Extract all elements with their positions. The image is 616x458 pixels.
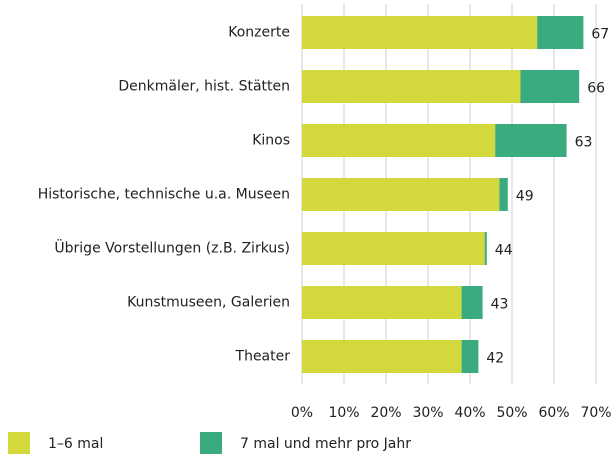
legend-swatch [200,432,222,454]
bar-segment [302,286,462,319]
bar-segment [520,70,580,103]
bar-segment [302,232,485,265]
category-label: Kinos [252,133,290,149]
x-tick-label: 70% [580,405,611,421]
bar-segment [302,16,538,49]
category-label: Konzerte [228,25,290,41]
x-tick-label: 30% [412,405,443,421]
total-label: 43 [491,297,509,313]
legend-label: 7 mal und mehr pro Jahr [240,436,411,452]
bar-segment [461,340,479,373]
legend-label: 1–6 mal [48,436,103,452]
bar-segment [537,16,584,49]
x-tick-label: 60% [538,405,569,421]
x-tick-label: 0% [291,405,313,421]
bar-segment [499,178,508,211]
bar-segment [302,340,462,373]
bar-segment [302,70,521,103]
total-label: 44 [495,243,513,259]
bar-segment [495,124,567,157]
x-tick-label: 40% [454,405,485,421]
total-label: 67 [591,27,609,43]
category-label: Übrige Vorstellungen (z.B. Zirkus) [54,239,290,257]
x-tick-label: 10% [328,405,359,421]
category-label: Kunstmuseen, Galerien [127,295,290,311]
category-label: Theater [235,349,291,365]
category-label: Denkmäler, hist. Stätten [118,79,290,95]
bar-segment [302,178,500,211]
bar-segment [302,124,496,157]
legend-swatch [8,432,30,454]
x-tick-label: 50% [496,405,527,421]
total-label: 42 [486,351,504,367]
total-label: 66 [587,81,605,97]
bar-segment [461,286,483,319]
x-tick-label: 20% [370,405,401,421]
total-label: 49 [516,189,534,205]
bar-segment [484,232,487,265]
category-label: Historische, technische u.a. Museen [38,187,290,203]
total-label: 63 [575,135,593,151]
